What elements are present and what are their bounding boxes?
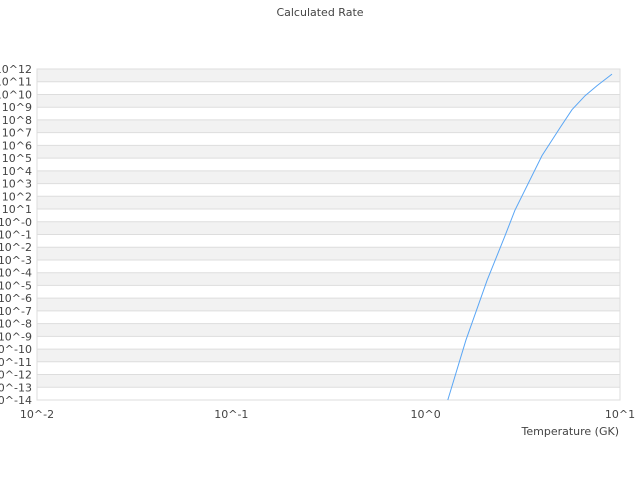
x-axis-label: Temperature (GK) — [521, 425, 620, 438]
plot-frame — [36, 68, 621, 401]
y-tick-label: 10^4 — [2, 165, 32, 178]
y-tick-label: 10^-9 — [0, 330, 32, 343]
grid-band — [37, 349, 620, 362]
y-tick-label: 10^-12 — [0, 369, 32, 382]
y-tick-label: 10^8 — [2, 114, 32, 127]
y-tick-label: 10^3 — [2, 178, 32, 191]
grid-band — [37, 69, 620, 82]
y-tick-label: 10^10 — [0, 88, 32, 101]
grid-band — [37, 272, 620, 286]
series-line — [447, 73, 613, 401]
y-tick-label: 10^-3 — [0, 254, 32, 267]
y-tick-label: 10^11 — [0, 76, 32, 89]
grid-band — [37, 119, 620, 133]
grid-band — [37, 196, 620, 210]
y-tick-label: 10^5 — [2, 152, 32, 165]
y-tick-label: 10^-1 — [0, 229, 32, 242]
y-tick-label: 10^-4 — [0, 267, 32, 280]
y-tick-label: 10^-8 — [0, 318, 32, 331]
y-tick-label: 10^-7 — [0, 305, 32, 318]
x-tick-label: 10^1 — [605, 408, 635, 421]
grid-band — [37, 247, 620, 260]
grid-band — [37, 170, 620, 184]
y-tick-label: 10^-10 — [0, 343, 32, 356]
y-tick-label: 10^-6 — [0, 292, 32, 305]
y-tick-label: 10^12 — [0, 63, 32, 76]
grid-band — [37, 145, 620, 159]
y-tick-label: 10^6 — [2, 139, 32, 152]
y-tick-label: 10^7 — [2, 127, 32, 140]
y-tick-label: 10^-14 — [0, 394, 32, 407]
grid-band — [37, 374, 620, 388]
y-tick-label: 10^-13 — [0, 381, 32, 394]
y-tick-label: 10^1 — [2, 203, 32, 216]
x-tick-label: 10^-2 — [20, 408, 54, 421]
y-tick-label: 10^2 — [2, 190, 32, 203]
y-tick-label: 10^-5 — [0, 279, 32, 292]
grid-band — [37, 323, 620, 337]
y-tick-label: 10^9 — [2, 101, 32, 114]
y-tick-label: 10^-0 — [0, 216, 32, 229]
grid-band — [37, 298, 620, 311]
grid-band — [37, 221, 620, 235]
chart-title: Calculated Rate — [276, 6, 363, 19]
grid-band — [37, 94, 620, 108]
x-tick-label: 10^0 — [411, 408, 441, 421]
y-tick-label: 10^-11 — [0, 356, 32, 369]
y-tick-label: 10^-2 — [0, 241, 32, 254]
x-tick-label: 10^-1 — [214, 408, 248, 421]
